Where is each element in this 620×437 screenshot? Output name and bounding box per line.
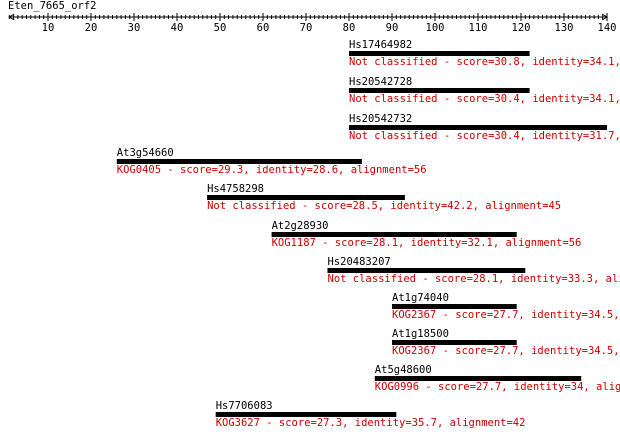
hit-name: At1g74040: [392, 292, 449, 304]
hit-name: At2g28930: [272, 220, 329, 232]
hit-description: Not classified - score=30.4, identity=31…: [349, 130, 620, 142]
hit-name: Hs20542728: [349, 76, 412, 88]
hit-description: Not classified - score=28.1, identity=33…: [328, 273, 620, 285]
tick-label: 10: [42, 22, 55, 34]
tick-label: 130: [555, 22, 574, 34]
hit-description: Not classified - score=30.8, identity=34…: [349, 56, 620, 68]
hit-bar: [207, 195, 405, 200]
hit-name: At3g54660: [117, 147, 174, 159]
tick-label: 30: [128, 22, 141, 34]
tick-label: 20: [85, 22, 98, 34]
query-title: Eten_7665_orf2: [8, 0, 97, 12]
hit-bar: [392, 304, 517, 309]
hit-bar: [215, 412, 397, 417]
hit-description: Not classified - score=28.5, identity=42…: [207, 200, 561, 212]
hit-bar: [392, 340, 517, 345]
hit-description: Not classified - score=30.4, identity=34…: [349, 93, 620, 105]
hit-name: At5g48600: [375, 364, 432, 376]
hit-bar: [349, 125, 607, 130]
hit-bar: [271, 232, 517, 237]
hit-description: KOG3627 - score=27.3, identity=35.7, ali…: [216, 417, 526, 429]
tick-label: 110: [469, 22, 488, 34]
hit-name: At1g18500: [392, 328, 449, 340]
hit-description: KOG0996 - score=27.7, identity=34, align…: [375, 381, 620, 393]
hit-description: KOG2367 - score=27.7, identity=34.5, ali…: [392, 309, 620, 321]
hit-bar: [349, 51, 530, 56]
hit-name: Hs20542732: [349, 113, 412, 125]
hit-description: KOG2367 - score=27.7, identity=34.5, ali…: [392, 345, 620, 357]
tick-label: 100: [426, 22, 445, 34]
hit-description: KOG1187 - score=28.1, identity=32.1, ali…: [272, 237, 582, 249]
hit-description: KOG0405 - score=29.3, identity=28.6, ali…: [117, 164, 427, 176]
hit-bar: [327, 268, 526, 273]
hit-name: Hs7706083: [216, 400, 273, 412]
hit-bar: [349, 88, 530, 93]
hit-bar: [374, 376, 582, 381]
tick-label: 80: [343, 22, 356, 34]
tick-label: 60: [257, 22, 270, 34]
hit-name: Hs17464982: [349, 39, 412, 51]
tick-label: 70: [300, 22, 313, 34]
hit-bar: [116, 159, 362, 164]
tick-label: 140: [598, 22, 617, 34]
tick-label: 40: [171, 22, 184, 34]
tick-label: 120: [512, 22, 531, 34]
hit-name: Hs4758298: [207, 183, 264, 195]
tick-label: 50: [214, 22, 227, 34]
hit-name: Hs20483207: [328, 256, 391, 268]
tick-label: 90: [386, 22, 399, 34]
